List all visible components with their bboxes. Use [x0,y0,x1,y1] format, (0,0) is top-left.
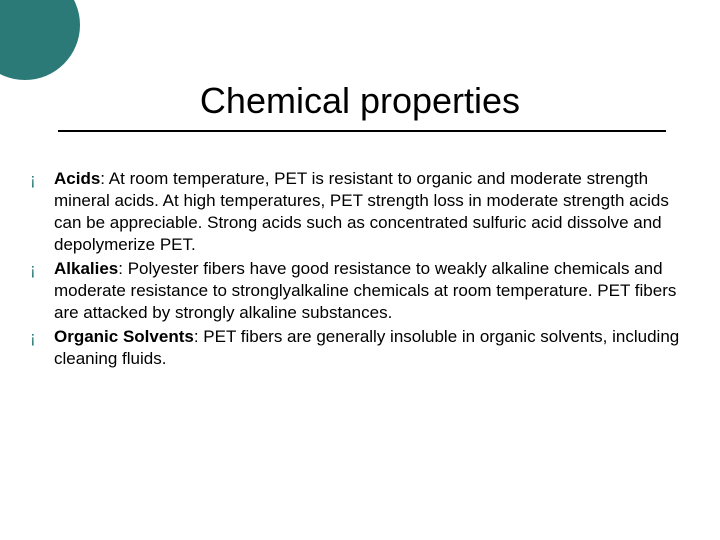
bullet-marker-icon: ¡ [30,258,54,281]
list-item: ¡ Organic Solvents: PET fibers are gener… [30,326,690,370]
title-underline [58,130,666,132]
list-item-label: Alkalies [54,259,118,278]
bullet-list: ¡ Acids: At room temperature, PET is res… [30,168,690,372]
page-title: Chemical properties [0,80,720,122]
list-item-text: Organic Solvents: PET fibers are general… [54,326,690,370]
list-item-text: Acids: At room temperature, PET is resis… [54,168,690,256]
list-item-text: Alkalies: Polyester fibers have good res… [54,258,690,324]
list-item-label: Organic Solvents [54,327,194,346]
list-item-body: : At room temperature, PET is resistant … [54,169,669,254]
bullet-marker-icon: ¡ [30,326,54,349]
bullet-marker-icon: ¡ [30,168,54,191]
decorative-circle [0,0,80,80]
list-item: ¡ Alkalies: Polyester fibers have good r… [30,258,690,324]
list-item: ¡ Acids: At room temperature, PET is res… [30,168,690,256]
list-item-body: : Polyester fibers have good resistance … [54,259,676,322]
list-item-label: Acids [54,169,100,188]
